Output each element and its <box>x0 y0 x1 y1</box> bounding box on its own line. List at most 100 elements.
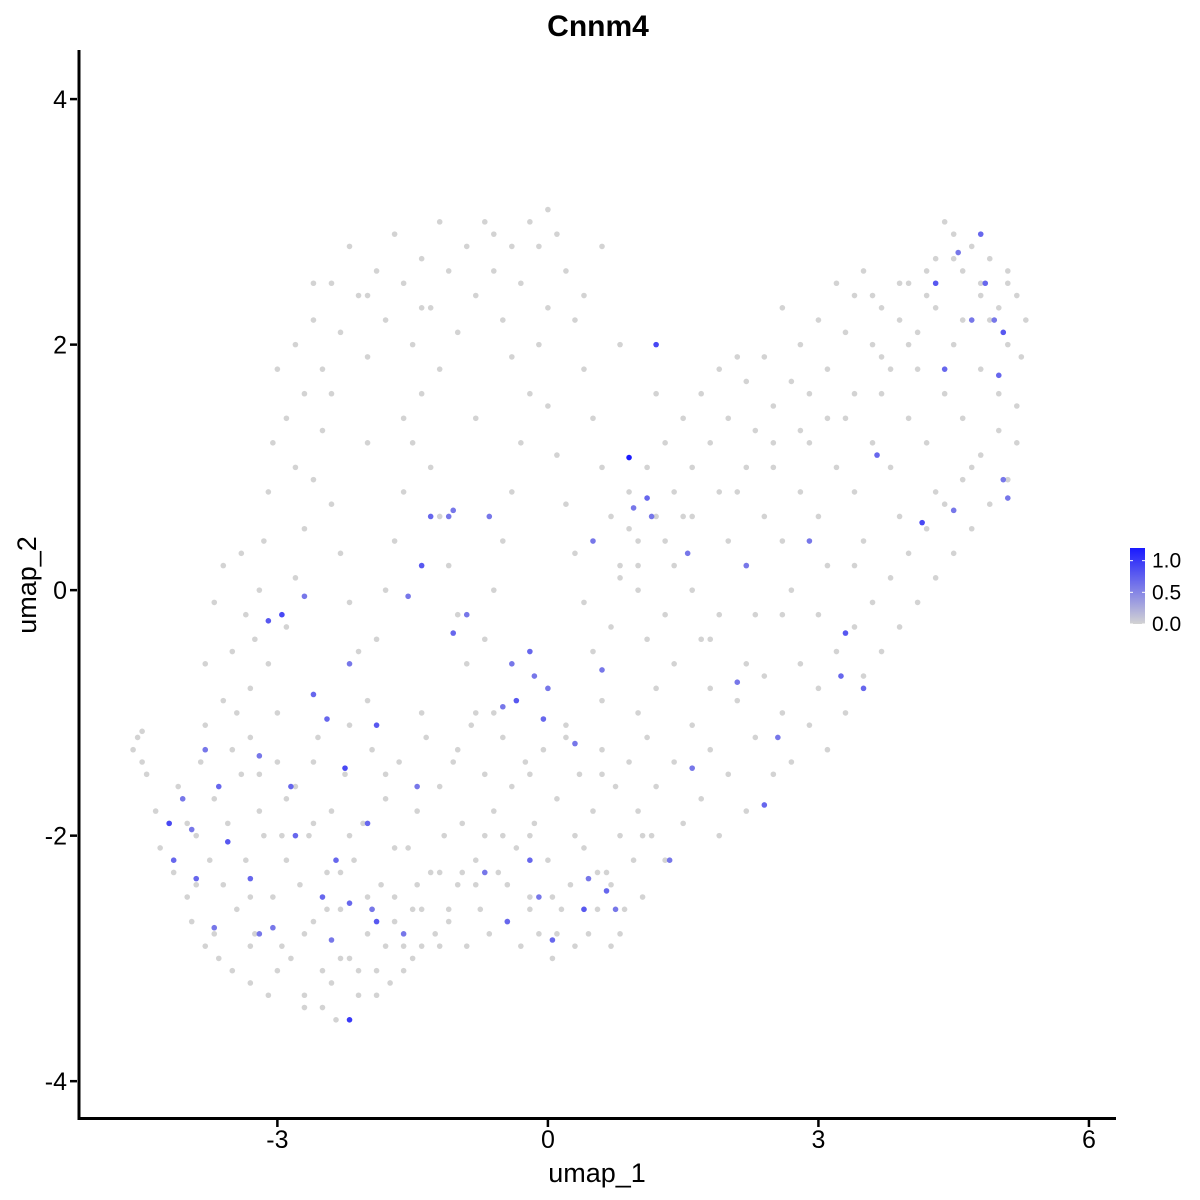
cell-point <box>310 820 317 827</box>
cell-point <box>337 550 344 557</box>
cell-point <box>576 771 583 778</box>
expressing-points-layer <box>166 231 1011 1023</box>
cell-point <box>310 476 317 483</box>
cell-point-expressing <box>684 550 691 557</box>
cell-point <box>689 513 695 520</box>
cell-point <box>220 562 227 569</box>
x-tick-label: -3 <box>266 1126 288 1154</box>
y-axis-ticks: -4 -2 0 2 4 <box>45 86 77 1096</box>
cell-point <box>545 206 551 213</box>
cell-point <box>418 943 425 949</box>
cell-point <box>1004 476 1011 483</box>
cell-point <box>382 771 389 778</box>
cell-point-expressing <box>463 611 470 618</box>
cell-point <box>481 832 488 839</box>
cell-point <box>599 771 605 778</box>
cell-point <box>815 685 822 692</box>
cell-point <box>815 513 822 520</box>
cell-point-expressing <box>549 937 556 943</box>
cell-point <box>725 771 732 778</box>
cell-point <box>188 918 195 925</box>
cell-point <box>806 440 813 446</box>
cell-point <box>283 624 290 630</box>
cell-point <box>824 366 831 372</box>
cell-point <box>252 636 258 643</box>
cell-point <box>572 317 578 323</box>
cell-point <box>409 440 416 446</box>
cell-point-expressing <box>630 505 637 511</box>
cell-point <box>905 415 912 422</box>
cell-point <box>364 894 371 900</box>
cell-point <box>959 415 966 422</box>
cell-point <box>319 1004 326 1011</box>
cell-point <box>193 832 200 839</box>
cell-point <box>355 967 362 974</box>
cell-point-expressing <box>256 931 263 937</box>
cell-point <box>504 881 511 888</box>
cell-point <box>680 513 686 520</box>
cell-point <box>599 746 605 753</box>
cell-point-expressing <box>991 317 998 323</box>
cell-point <box>671 562 677 569</box>
cell-point <box>806 722 813 728</box>
cell-point <box>274 759 281 765</box>
cell-point <box>648 832 655 839</box>
cell-point <box>923 292 930 299</box>
cell-point <box>274 967 281 974</box>
cell-point <box>878 390 885 397</box>
cell-point <box>373 268 380 274</box>
cell-point <box>743 464 750 471</box>
cell-point <box>427 464 434 471</box>
cell-point <box>959 268 966 274</box>
cell-point-expressing <box>450 507 457 514</box>
cell-point <box>418 390 425 397</box>
cell-point <box>860 268 867 274</box>
cell-point <box>247 894 254 900</box>
cell-point <box>1004 268 1011 274</box>
cell-point <box>234 906 240 913</box>
cell-point <box>617 832 623 839</box>
cell-point <box>400 967 407 974</box>
cell-point <box>585 931 592 937</box>
cell-point <box>441 832 448 839</box>
cell-point <box>184 894 191 900</box>
cell-point-expressing <box>346 660 353 667</box>
cell-point <box>527 894 533 900</box>
cell-point-expressing <box>860 685 867 692</box>
cell-point <box>770 771 777 778</box>
cell-point <box>680 820 686 827</box>
cell-point <box>463 660 470 667</box>
cell-point-expressing <box>193 875 200 882</box>
cell-point <box>527 390 533 397</box>
cell-point <box>671 489 677 495</box>
cell-point <box>635 710 641 716</box>
points-layer <box>130 206 1029 1023</box>
cell-point <box>554 452 560 458</box>
cell-point <box>234 710 240 716</box>
cell-point-expressing <box>265 618 272 624</box>
cell-point <box>716 489 723 495</box>
cell-point-expressing <box>527 648 533 655</box>
y-tick-label: 4 <box>53 86 67 114</box>
cell-point <box>932 304 939 311</box>
cell-point <box>932 255 939 262</box>
cell-point <box>364 697 371 704</box>
cell-point <box>536 243 542 250</box>
cell-point <box>959 317 966 323</box>
cell-point-expressing <box>648 513 655 520</box>
y-tick-label: -2 <box>45 823 67 851</box>
cell-point <box>1023 317 1029 323</box>
cell-point <box>815 317 822 323</box>
cell-point <box>941 390 948 397</box>
cell-point <box>472 857 479 864</box>
cell-point <box>608 943 614 949</box>
cell-point-expressing <box>288 783 294 790</box>
cell-point <box>130 746 136 753</box>
cell-point <box>215 955 222 962</box>
cell-point <box>157 845 163 851</box>
cell-point-expressing <box>400 931 407 937</box>
cell-point <box>752 427 759 434</box>
cell-point <box>324 906 330 913</box>
cell-point <box>509 243 515 250</box>
cell-point <box>567 881 574 888</box>
